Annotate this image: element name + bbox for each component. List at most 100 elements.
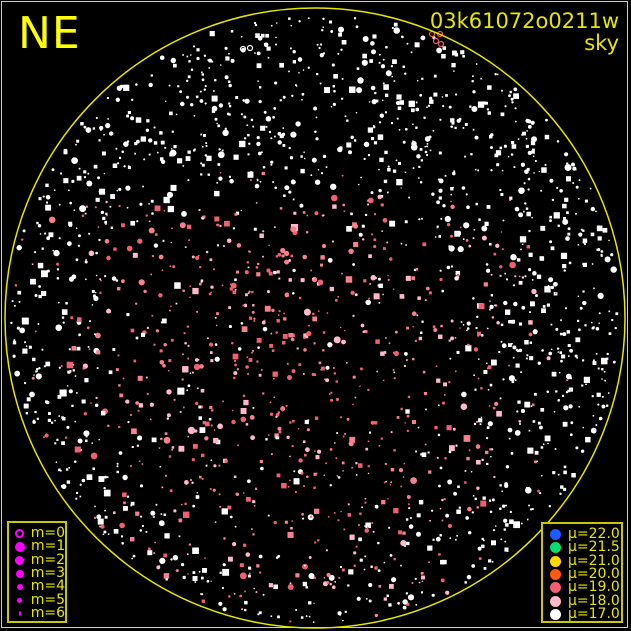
star <box>527 124 532 129</box>
star <box>135 139 140 144</box>
star <box>58 415 60 417</box>
star <box>518 275 521 278</box>
star <box>302 440 306 443</box>
star <box>298 363 302 366</box>
star <box>95 332 101 339</box>
magnitude-marker-icon <box>15 555 25 565</box>
star <box>228 556 233 562</box>
star <box>34 410 37 414</box>
star <box>438 404 440 407</box>
star <box>508 94 511 98</box>
star <box>452 50 457 56</box>
star <box>359 512 362 515</box>
star <box>258 611 262 615</box>
star <box>400 242 403 245</box>
star <box>145 214 148 217</box>
star <box>597 403 600 406</box>
star <box>608 332 612 335</box>
star <box>489 510 493 514</box>
star <box>560 359 563 363</box>
star <box>405 244 407 246</box>
star <box>123 141 129 147</box>
star <box>118 187 122 191</box>
star <box>450 125 454 128</box>
star <box>424 136 431 142</box>
star <box>567 389 570 393</box>
star <box>343 528 346 531</box>
star <box>95 403 99 407</box>
star <box>290 254 293 258</box>
star <box>555 327 559 331</box>
star <box>243 137 247 140</box>
star <box>221 149 224 152</box>
star <box>201 576 204 580</box>
star <box>442 559 447 565</box>
star <box>460 403 468 411</box>
star <box>214 317 217 319</box>
star <box>326 549 328 552</box>
star <box>375 277 377 279</box>
star <box>495 150 502 156</box>
brightness-swatch-icon <box>549 582 561 594</box>
star <box>204 557 206 559</box>
star <box>436 225 439 228</box>
star <box>421 320 424 323</box>
star <box>478 358 480 360</box>
star <box>492 529 496 532</box>
star <box>311 157 317 163</box>
star <box>36 221 39 225</box>
star <box>85 205 88 208</box>
star <box>118 426 121 428</box>
star <box>293 470 296 473</box>
star <box>500 112 505 117</box>
star <box>574 168 577 171</box>
star <box>368 101 371 103</box>
star <box>531 279 534 281</box>
star <box>267 56 270 59</box>
star <box>191 255 195 259</box>
star <box>270 160 274 164</box>
star <box>257 80 259 82</box>
star <box>596 392 601 397</box>
star <box>196 491 199 494</box>
star <box>384 150 388 155</box>
star <box>532 403 535 406</box>
star <box>352 375 356 379</box>
star <box>524 401 531 408</box>
star <box>354 17 357 20</box>
star <box>559 332 563 336</box>
star <box>494 304 496 306</box>
star <box>480 387 483 390</box>
star <box>393 371 396 374</box>
star <box>330 391 333 394</box>
star <box>259 460 263 463</box>
star <box>331 194 338 202</box>
star <box>106 255 111 261</box>
star <box>155 233 158 236</box>
star <box>549 215 552 219</box>
star <box>83 412 88 416</box>
star <box>252 304 255 307</box>
star <box>485 263 489 266</box>
star <box>327 342 333 348</box>
star <box>473 228 476 231</box>
star <box>531 288 537 295</box>
star <box>421 591 423 594</box>
star <box>614 326 617 330</box>
star <box>352 403 354 406</box>
star <box>425 408 427 411</box>
star <box>407 395 411 399</box>
star <box>377 194 382 200</box>
star <box>389 220 396 227</box>
star <box>280 247 286 254</box>
star <box>227 238 232 243</box>
star <box>247 292 250 295</box>
star <box>149 402 154 407</box>
star <box>460 50 465 55</box>
star <box>121 279 125 284</box>
star <box>563 465 567 469</box>
star <box>306 214 309 217</box>
star <box>250 118 254 122</box>
star <box>300 155 303 158</box>
star <box>478 557 482 561</box>
